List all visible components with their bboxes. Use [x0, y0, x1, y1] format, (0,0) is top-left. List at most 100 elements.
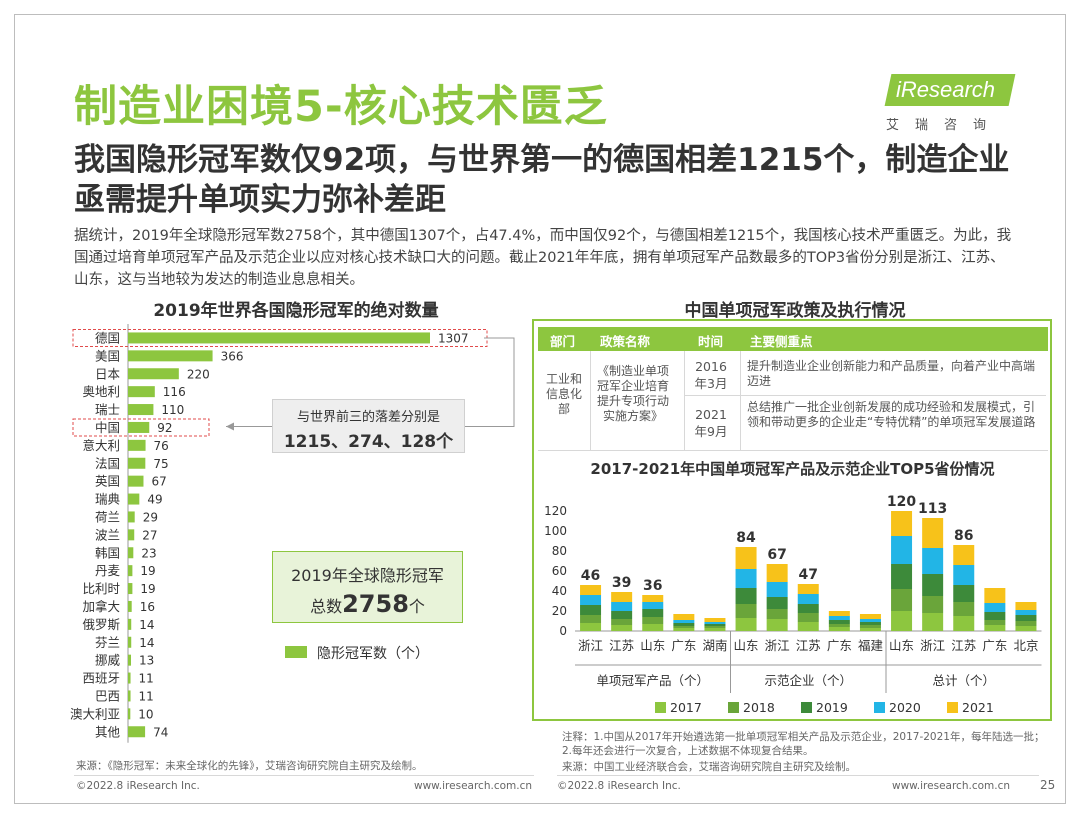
total-prefix: 总数 — [310, 597, 343, 616]
right-url: www.iresearch.com.cn — [892, 780, 1011, 792]
hbar-value-label: 49 — [147, 493, 162, 507]
stacked-bar-segment — [642, 595, 664, 602]
hbar-bar — [128, 672, 131, 684]
hbar-value-label: 11 — [139, 689, 154, 703]
hbar-bar — [128, 386, 155, 398]
hbar-value-label: 116 — [163, 385, 186, 399]
slide-frame — [14, 14, 1066, 804]
stacked-bar-segment — [984, 620, 1006, 625]
x-category-label: 广东 — [982, 638, 1007, 653]
x-category-label: 福建 — [858, 638, 884, 653]
stacked-total-label: 84 — [736, 530, 756, 546]
stacked-total-label: 47 — [799, 567, 818, 583]
stacked-bar-segment — [891, 511, 913, 536]
cell-time-1: 2016年3月 — [694, 359, 728, 391]
left-chart-title: 2019年世界各国隐形冠军的绝对数量 — [153, 301, 439, 321]
gap-callout-line1: 与世界前三的落差分别是 — [296, 410, 440, 425]
hbar-bar — [128, 636, 132, 648]
hbar-value-label: 220 — [187, 367, 210, 381]
x-group-label: 单项冠军产品（个） — [596, 673, 709, 688]
stacked-bar-segment — [611, 602, 633, 611]
y-tick-label: 20 — [552, 604, 567, 618]
hbar-bar — [128, 350, 213, 362]
hbar-category-label: 意大利 — [82, 438, 120, 453]
page-subtitle: 我国隐形冠军数仅92项，与世界第一的德国相差1215个，制造企业亟需提升单项实力… — [74, 142, 1010, 218]
hbar-value-label: 1307 — [438, 331, 469, 345]
stacked-bar-segment — [673, 614, 695, 620]
stacked-total-label: 86 — [954, 528, 973, 544]
gap-callout: 与世界前三的落差分别是 1215、274、128个 — [272, 399, 465, 453]
hbar-category-label: 澳大利亚 — [70, 706, 120, 721]
hbar-value-label: 19 — [140, 582, 155, 596]
stacked-bar-segment — [611, 625, 633, 631]
legend-swatch — [655, 702, 666, 713]
legend-swatch — [801, 702, 812, 713]
hbar-value-label: 16 — [140, 600, 155, 614]
table-vline-2 — [684, 351, 685, 450]
hbar-category-label: 日本 — [95, 366, 121, 381]
y-tick-label: 60 — [552, 564, 567, 578]
x-category-label: 湖南 — [702, 638, 727, 653]
y-tick-label: 40 — [552, 584, 567, 598]
th-policy: 政策名称 — [600, 334, 651, 349]
y-tick-label: 120 — [544, 504, 567, 518]
hbar-category-label: 奥地利 — [82, 384, 120, 399]
hbar-bar — [128, 493, 140, 505]
x-category-label: 广东 — [827, 638, 852, 653]
stacked-bar-segment — [828, 620, 850, 624]
right-panel-title: 中国单项冠军政策及执行情况 — [684, 301, 906, 321]
x-category-label: 江苏 — [951, 638, 976, 653]
left-copyright: ©2022.8 iResearch Inc. — [76, 780, 200, 792]
legend-label: 2020 — [889, 700, 921, 715]
total-callout-line2: 总数2758个 — [273, 590, 462, 618]
legend-label: 2021 — [962, 700, 994, 715]
hbar-category-label: 荷兰 — [95, 509, 120, 524]
cell-time-2: 2021年9月 — [694, 407, 728, 439]
hbar-value-label: 67 — [151, 475, 166, 489]
x-category-label: 江苏 — [796, 638, 821, 653]
stacked-bar-segment — [797, 594, 819, 604]
stacked-bar-segment — [828, 616, 850, 620]
stacked-bar-segment — [580, 595, 602, 605]
stacked-bar-segment — [766, 609, 788, 619]
stacked-bar-segment — [580, 605, 602, 615]
hbar-bar — [128, 583, 133, 595]
hbar-bar — [128, 547, 134, 559]
stacked-bar-segment — [642, 624, 664, 631]
stacked-bar-segment — [922, 548, 944, 574]
stacked-bar-segment — [673, 628, 695, 631]
stacked-bar-segment — [953, 545, 975, 565]
stacked-total-label: 67 — [767, 547, 786, 563]
stacked-bar-segment — [1015, 615, 1037, 621]
left-url: www.iresearch.com.cn — [414, 780, 533, 792]
page-number: 25 — [1040, 778, 1056, 792]
hbar-value-label: 19 — [140, 564, 155, 578]
stacked-bar-segment — [891, 589, 913, 611]
stacked-bar-segment — [797, 613, 819, 622]
y-tick-label: 100 — [544, 524, 567, 538]
hbar-category-label: 德国 — [95, 330, 120, 345]
stacked-bar-segment — [735, 604, 757, 618]
page-title: 制造业困境5-核心技术匮乏 — [74, 82, 608, 132]
stacked-total-label: 39 — [612, 575, 631, 591]
stacked-bar-segment — [953, 602, 975, 616]
stacked-bar-segment — [1015, 621, 1037, 626]
stacked-bar-segment — [922, 613, 944, 631]
stacked-bar-segment — [828, 627, 850, 631]
hbar-bar — [128, 457, 146, 469]
stacked-bar-segment — [704, 626, 726, 628]
stacked-bar-segment — [673, 620, 695, 623]
cell-policy: 《制造业单项冠军企业培育提升专项行动实施方案》 — [597, 364, 670, 423]
hbar-category-label: 中国 — [95, 420, 120, 435]
stacked-bar-segment — [891, 564, 913, 589]
hbar-category-label: 西班牙 — [82, 671, 120, 686]
hbar-connector-arrow — [226, 422, 234, 431]
x-category-label: 浙江 — [578, 638, 603, 653]
stacked-bar-segment — [735, 547, 757, 569]
stacked-bar-segment — [859, 614, 881, 619]
stacked-bar-segment — [797, 622, 819, 631]
hbar-value-label: 27 — [142, 528, 157, 542]
stacked-bar-segment — [673, 623, 695, 626]
stacked-bar-segment — [766, 597, 788, 609]
hbar-bar — [128, 600, 132, 612]
